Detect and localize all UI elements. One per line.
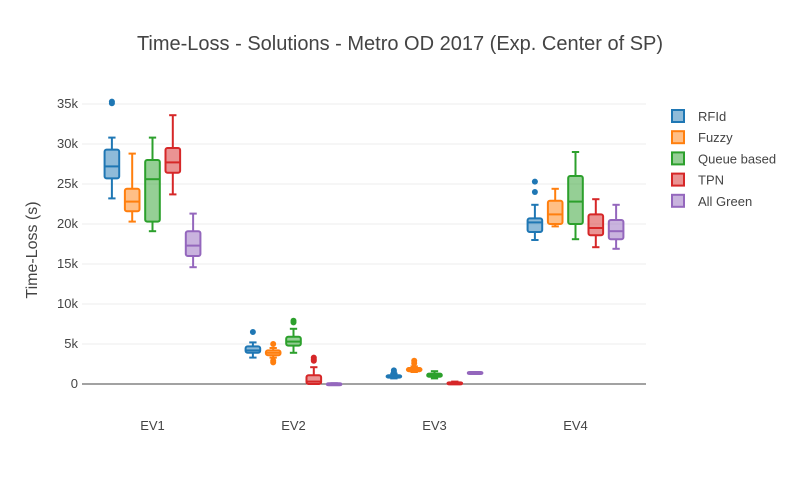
iqr-box — [144, 159, 161, 223]
box-ev1[interactable] — [123, 152, 141, 223]
legend[interactable]: RFId Fuzzy Queue based TPN All Green — [671, 109, 776, 209]
series-queue-based — [144, 136, 584, 380]
legend-label: Queue based — [698, 151, 776, 166]
outlier-point — [108, 98, 115, 105]
series-tpn — [164, 114, 605, 386]
legend-swatch — [671, 109, 685, 123]
y-tick-label: 35k — [57, 96, 78, 111]
series-rfid — [103, 98, 544, 380]
legend-label: All Green — [698, 194, 752, 209]
legend-swatch — [671, 130, 685, 145]
outlier-point — [310, 354, 317, 361]
iqr-box — [526, 217, 544, 233]
series-fuzzy — [123, 152, 564, 373]
y-tick-label: 0 — [71, 376, 78, 391]
box-ev4[interactable] — [526, 178, 544, 241]
outlier-point — [270, 357, 277, 364]
box-ev2[interactable] — [305, 354, 323, 386]
x-tick-label: EV3 — [422, 418, 447, 433]
box-ev4[interactable] — [567, 151, 584, 241]
y-tick-label: 25k — [57, 176, 78, 191]
iqr-box — [164, 147, 182, 174]
x-tick-label: EV4 — [563, 418, 588, 433]
iqr-box — [587, 213, 605, 237]
y-axis-label: Time-Loss (s) — [24, 201, 41, 298]
legend-swatch — [671, 151, 685, 166]
iqr-box — [103, 148, 121, 180]
outlier-point — [390, 367, 397, 374]
box-ev1[interactable] — [144, 136, 161, 233]
series-all-green — [184, 203, 625, 387]
iqr-box — [123, 187, 141, 213]
x-tick-label: EV2 — [281, 418, 306, 433]
chart-title: Time-Loss - Solutions - Metro OD 2017 (E… — [137, 33, 663, 55]
legend-item-fuzzy[interactable]: Fuzzy — [671, 130, 733, 145]
y-axis-ticks: 0 5k 10k 15k 20k 25k 30k 35k — [57, 96, 78, 391]
y-tick-label: 30k — [57, 136, 78, 151]
outlier-point — [290, 317, 297, 324]
iqr-box — [607, 219, 625, 241]
box-ev3[interactable] — [426, 370, 443, 380]
x-axis-ticks: EV1 EV2 EV3 EV4 — [140, 418, 588, 433]
box-ev1[interactable] — [164, 114, 182, 196]
box-ev1[interactable] — [103, 98, 121, 200]
outlier-point — [531, 189, 538, 195]
y-tick-label: 5k — [64, 336, 78, 351]
box-ev4[interactable] — [546, 187, 564, 228]
legend-label: RFId — [698, 109, 726, 124]
box-ev3[interactable] — [385, 367, 403, 380]
y-tick-label: 10k — [57, 296, 78, 311]
outlier-point — [531, 178, 538, 185]
box-ev2[interactable] — [244, 329, 262, 359]
box-ev3[interactable] — [446, 380, 464, 386]
legend-item-all-green[interactable]: All Green — [671, 193, 752, 209]
outlier-point — [411, 357, 418, 364]
y-tick-label: 20k — [57, 216, 78, 231]
iqr-box — [567, 175, 584, 225]
box-ev1[interactable] — [184, 212, 202, 269]
outlier-point — [270, 341, 277, 347]
outlier-point — [249, 329, 256, 335]
legend-item-rfid[interactable]: RFId — [671, 109, 726, 124]
x-tick-label: EV1 — [140, 418, 165, 433]
y-tick-label: 15k — [57, 256, 78, 271]
box-ev2[interactable] — [285, 317, 302, 354]
legend-item-queue-based[interactable]: Queue based — [671, 151, 776, 166]
box-ev3[interactable] — [466, 371, 484, 375]
box-ev3[interactable] — [405, 357, 423, 373]
iqr-box — [184, 230, 202, 257]
box-ev4[interactable] — [587, 198, 605, 249]
legend-item-tpn[interactable]: TPN — [671, 172, 724, 188]
box-ev2[interactable] — [264, 341, 282, 366]
box-plot-series — [103, 98, 625, 387]
box-ev2[interactable] — [325, 382, 343, 387]
legend-label: Fuzzy — [698, 130, 733, 145]
iqr-box — [546, 199, 564, 226]
iqr-box — [305, 374, 323, 386]
legend-label: TPN — [698, 173, 724, 188]
legend-swatch — [671, 193, 685, 208]
gridlines — [82, 103, 646, 385]
box-ev4[interactable] — [607, 203, 625, 250]
legend-swatch — [671, 172, 685, 187]
